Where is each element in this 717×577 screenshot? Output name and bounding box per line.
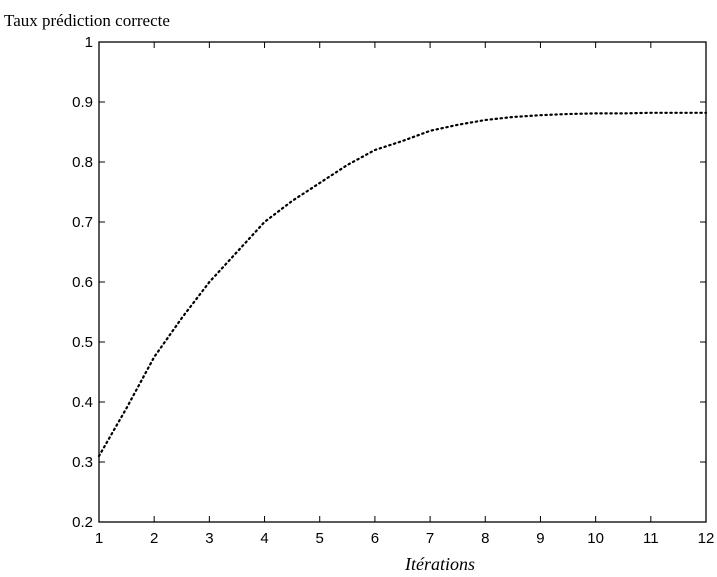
x-tick-label: 9 <box>536 530 544 547</box>
x-tick-label: 10 <box>587 530 604 547</box>
x-tick-label: 1 <box>95 530 103 547</box>
y-tick-label: 0.6 <box>72 274 93 291</box>
y-tick-label: 1 <box>85 34 93 51</box>
series-line <box>97 111 708 458</box>
x-tick-label: 6 <box>371 530 379 547</box>
series-points <box>99 113 706 456</box>
y-tick-label: 0.9 <box>72 94 93 111</box>
x-tick-label: 3 <box>205 530 213 547</box>
y-tick-label: 0.5 <box>72 334 93 351</box>
x-tick-label: 8 <box>481 530 489 547</box>
x-tick-label: 5 <box>316 530 324 547</box>
x-tick-label: 7 <box>426 530 434 547</box>
y-tick-label: 0.8 <box>72 154 93 171</box>
x-tick-label: 12 <box>698 530 715 547</box>
y-axis-label: Taux prédiction correcte <box>4 11 170 30</box>
x-axis-label: Itérations <box>404 554 475 574</box>
y-tick-label: 0.3 <box>72 454 93 471</box>
x-tick-label: 11 <box>643 530 659 547</box>
y-tick-label: 0.7 <box>72 214 93 231</box>
plot-frame <box>98 41 707 523</box>
y-tick-label: 0.4 <box>72 394 93 411</box>
tick-labels: 1 2 3 4 5 6 7 8 9 10 11 120.20.30.40.50.60.70.80.91 <box>72 34 714 547</box>
x-tick-label: 4 <box>260 530 268 547</box>
y-tick-label: 0.2 <box>72 514 93 531</box>
x-tick-label: 2 <box>150 530 158 547</box>
